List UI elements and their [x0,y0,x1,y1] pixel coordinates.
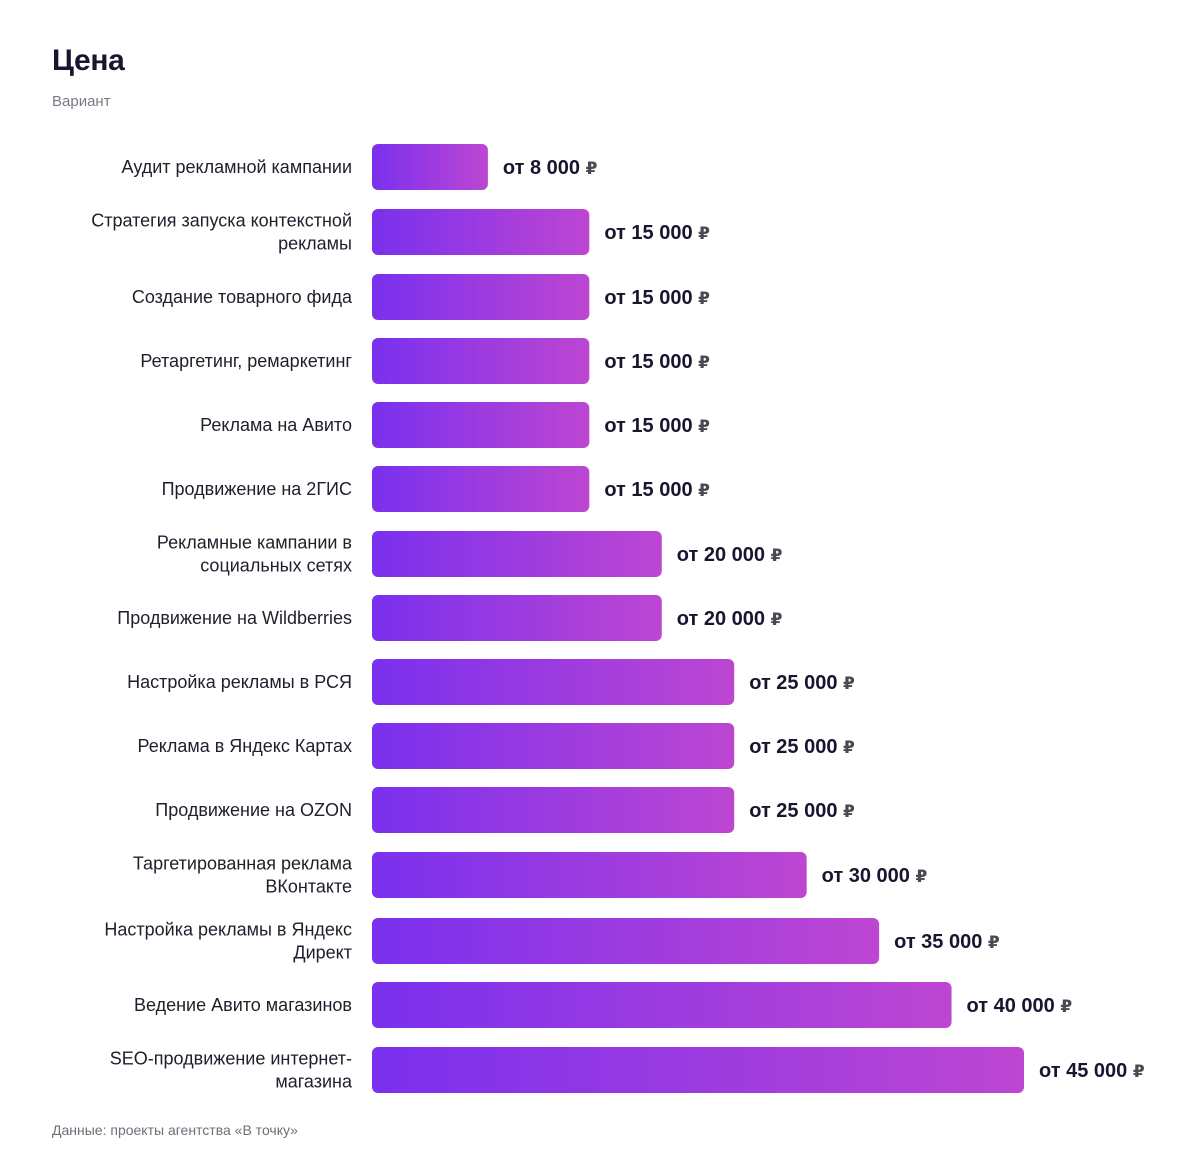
category-label: Продвижение на OZON [155,800,352,820]
bars-layer: Аудит рекламной кампании от 8 000 ₽ Страте… [91,144,1145,1093]
bar-row: Создание товарного фида от 15 000 ₽ [132,274,710,320]
bar [372,466,590,512]
value-label: от 45 000 ₽ [1039,1060,1145,1082]
bar-row: Реклама в Яндекс Картах от 25 000 ₽ [138,723,855,769]
bar [372,723,735,769]
bar-row: Ведение Авито магазинов от 40 000 ₽ [134,982,1072,1028]
bar-row: Стратегия запуска контекстной рекламы от 1… [91,209,710,255]
category-label: Аудит рекламной кампании [122,157,352,177]
bar-row: Продвижение на OZON от 25 000 ₽ [155,787,855,833]
value-label: от 40 000 ₽ [967,995,1073,1017]
value-label: от 15 000 ₽ [604,351,710,373]
category-label: Создание товарного фида [132,287,353,307]
bar-row: SEO-продвижение интернет-магазина от 45 0… [110,1047,1145,1093]
category-label: Таргетированная реклама ВКонтакте [133,854,353,897]
value-label: от 20 000 ₽ [677,544,783,566]
category-label: Настройка рекламы в РСЯ [127,672,352,692]
bar [372,787,735,833]
bar-row: Настройка рекламы в РСЯ от 25 000 ₽ [127,659,855,705]
bar [372,659,735,705]
value-label: от 20 000 ₽ [677,608,783,630]
category-label: Реклама в Яндекс Картах [138,736,352,756]
category-label: SEO-продвижение интернет-магазина [110,1049,353,1092]
value-label: от 35 000 ₽ [894,931,1000,953]
bar [372,209,590,255]
bar-row: Таргетированная реклама ВКонтакте от 30 00… [133,852,928,898]
bar [372,338,590,384]
value-label: от 25 000 ₽ [749,736,855,758]
bar [372,531,662,577]
category-label: Ретаргетинг, ремаркетинг [140,351,352,371]
bar-row: Продвижение на Wildberries от 20 000 ₽ [117,595,783,641]
source-note: Данные: проекты агентства «В точку» [52,1122,298,1138]
value-label: от 15 000 ₽ [604,287,710,309]
value-label: от 15 000 ₽ [604,415,710,437]
bar-row: Рекламные кампании в социальных сетях от 2… [157,531,783,577]
category-label: Реклама на Авито [200,415,352,435]
chart-title: Цена [52,44,125,77]
bar-chart: Аудит рекламной кампании от 8 000 ₽ Страте… [91,144,1145,1093]
bar [372,982,952,1028]
category-label: Продвижение на Wildberries [117,608,352,628]
value-label: от 15 000 ₽ [604,479,710,501]
category-label: Ведение Авито магазинов [134,995,352,1015]
bar-row: Реклама на Авито от 15 000 ₽ [200,402,710,448]
category-label: Продвижение на 2ГИС [162,479,352,499]
bar-row: Аудит рекламной кампании от 8 000 ₽ [122,144,598,190]
value-label: от 30 000 ₽ [822,865,928,887]
category-label: Стратегия запуска контекстной рекламы [91,211,352,254]
value-label: от 25 000 ₽ [749,800,855,822]
bar-row: Продвижение на 2ГИС от 15 000 ₽ [162,466,710,512]
bar [372,144,488,190]
bar-row: Настройка рекламы в Яндекс Директ от 35 00… [104,918,1000,964]
bar-row: Ретаргетинг, ремаркетинг от 15 000 ₽ [140,338,710,384]
bar [372,918,880,964]
category-label: Настройка рекламы в Яндекс Директ [104,920,352,963]
bar [372,274,590,320]
category-label: Рекламные кампании в социальных сетях [157,533,352,576]
bar [372,402,590,448]
bar [372,595,662,641]
bar [372,852,807,898]
bar [372,1047,1024,1093]
chart-subtitle: Вариант [52,93,111,110]
value-label: от 25 000 ₽ [749,672,855,694]
value-label: от 15 000 ₽ [604,222,710,244]
value-label: от 8 000 ₽ [503,157,598,179]
